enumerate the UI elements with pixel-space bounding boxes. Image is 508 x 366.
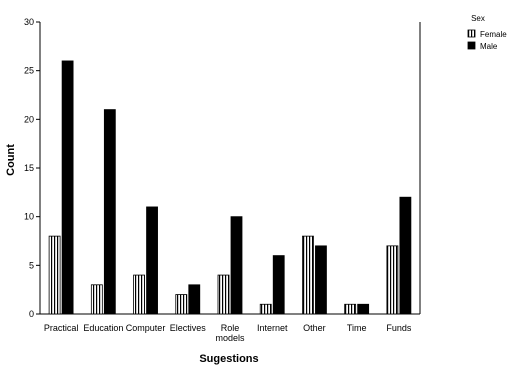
bar-male [61, 60, 74, 315]
x-tick-label: Role models [215, 323, 245, 343]
legend: Sex Female Male [467, 14, 507, 51]
x-tick-label-line: Computer [126, 323, 166, 333]
y-axis-title: Count [5, 144, 17, 176]
y-tick-label: 30 [24, 17, 34, 27]
x-tick-label-line: Other [303, 323, 326, 333]
x-tick-label: Funds [386, 323, 412, 333]
legend-swatch-male [467, 41, 476, 50]
bar-female [90, 284, 103, 315]
bar-male [146, 206, 158, 315]
bar-female [217, 274, 230, 315]
x-tick-label-line: Role [221, 323, 240, 333]
bar-female [133, 274, 145, 315]
bar-male [188, 284, 201, 315]
y-tick-label: 10 [24, 212, 34, 222]
bar-male [272, 255, 285, 315]
legend-swatch-female [467, 29, 476, 38]
x-tick-label-line: Education [83, 323, 123, 333]
x-tick-label-line: models [215, 333, 245, 343]
y-tick-label: 20 [24, 114, 34, 124]
bar-female [386, 245, 399, 315]
legend-title: Sex [471, 14, 485, 23]
y-tick-label: 5 [29, 260, 34, 270]
bar-female [302, 235, 314, 315]
x-tick-label: Education [83, 323, 123, 333]
y-axis: 0 5 10 15 20 25 30 [24, 17, 40, 319]
x-tick-label: Internet [257, 323, 288, 333]
x-tick-label: Computer [126, 323, 166, 333]
plot-area [39, 22, 421, 315]
legend-label-male: Male [480, 42, 498, 51]
bar-female [344, 303, 357, 315]
bar-female [259, 303, 272, 315]
x-tick-label: Other [303, 323, 326, 333]
x-tick-label: Electives [170, 323, 207, 333]
bar-male [315, 245, 327, 315]
x-tick-label-line: Practical [44, 323, 79, 333]
x-tick-label-line: Time [347, 323, 367, 333]
x-tick-label: Practical [44, 323, 79, 333]
x-axis-title: Sugestions [199, 353, 258, 365]
bar-male [399, 196, 412, 315]
bar-female [48, 235, 61, 315]
x-tick-label-line: Internet [257, 323, 288, 333]
x-tick-label: Time [347, 323, 367, 333]
bars [48, 60, 412, 315]
x-axis: Practical Education Computer Electives Role m… [44, 323, 412, 343]
bar-female [175, 294, 188, 315]
legend-label-female: Female [480, 30, 507, 39]
y-tick-label: 25 [24, 66, 34, 76]
y-tick-label: 15 [24, 163, 34, 173]
bar-male [103, 109, 116, 315]
y-tick-label: 0 [29, 309, 34, 319]
x-tick-label-line: Electives [170, 323, 207, 333]
x-tick-label-line: Funds [386, 323, 412, 333]
bar-male [230, 216, 243, 315]
bar-male [357, 303, 370, 315]
